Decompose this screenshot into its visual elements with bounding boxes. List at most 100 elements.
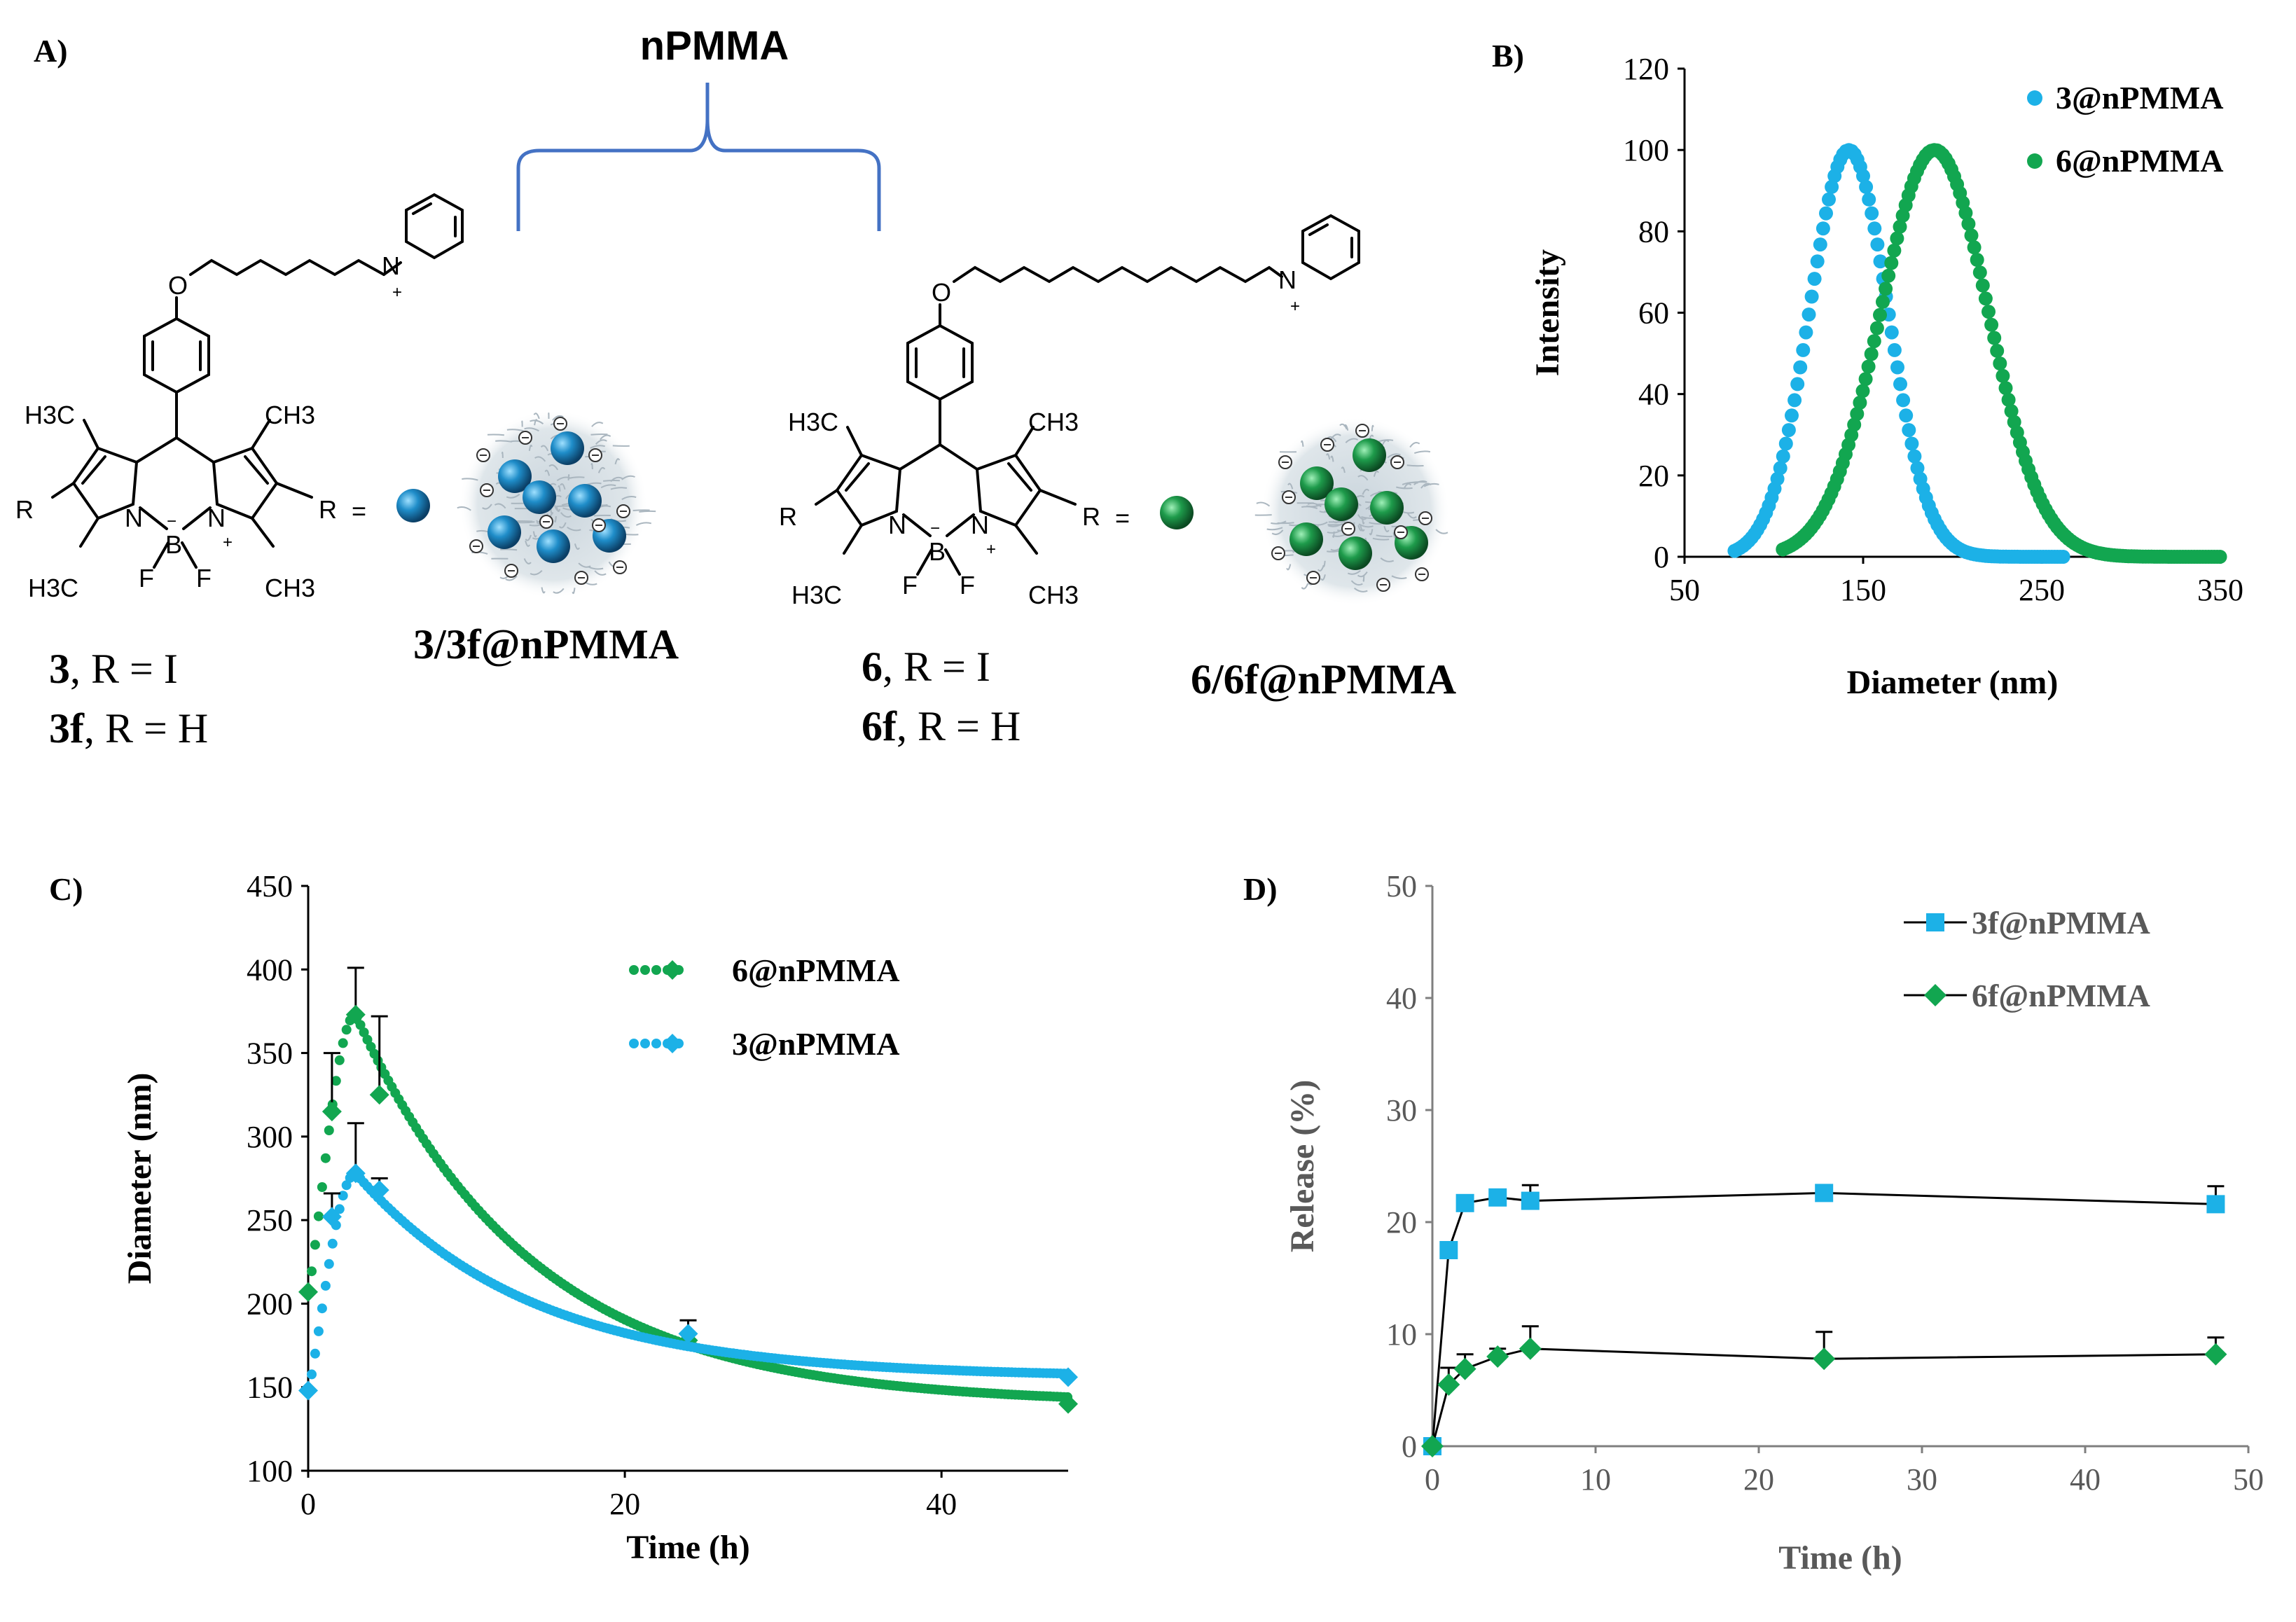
data-point (1987, 331, 2002, 345)
data-point (1982, 305, 1996, 319)
data-point (1998, 381, 2013, 396)
encapsulated-dye-green (1339, 536, 1372, 570)
data-point (2004, 404, 2019, 419)
nanoparticle-3-label: 3/3f@nPMMA (413, 621, 679, 667)
data-point (1437, 1373, 1460, 1396)
polymer-strand (590, 445, 605, 449)
x-axis-label: Time (h) (626, 1529, 749, 1566)
legend-label: 3@nPMMA (2056, 80, 2224, 116)
legend-line-dot (640, 965, 650, 975)
polymer-strand (1380, 557, 1395, 562)
polymer-strand (487, 434, 504, 436)
atom-o: O (168, 271, 188, 300)
label-h3c: H3C (25, 401, 75, 429)
encapsulated-dye-blue (498, 459, 532, 493)
trend-dot (334, 1055, 345, 1065)
compound-3-caption: 3, R = I (49, 646, 178, 692)
charge-plus: + (223, 533, 233, 552)
trend-dot (324, 1125, 334, 1135)
compound-6-caption: 6, R = I (862, 644, 990, 690)
x-tick-label: 30 (1907, 1462, 1937, 1497)
data-point (2001, 392, 2016, 407)
atom-b: B (165, 530, 182, 559)
data-point (1865, 206, 1879, 221)
trend-dot (307, 1369, 317, 1380)
polymer-strand (1372, 537, 1390, 541)
data-point (1970, 253, 1984, 267)
data-point (1815, 1184, 1834, 1202)
data-point (1893, 219, 1907, 234)
data-point (1890, 360, 1904, 375)
data-point (1822, 192, 1836, 207)
y-tick-label: 40 (1638, 377, 1669, 412)
data-point (1486, 1345, 1509, 1368)
trend-dot (359, 1027, 369, 1038)
data-point (1847, 417, 1862, 432)
polymer-strand (1350, 580, 1363, 586)
data-point (321, 1207, 342, 1227)
polymer-strand (1360, 525, 1365, 532)
data-point (321, 1102, 342, 1122)
npmma-bracket (516, 83, 881, 231)
bead-blue (396, 489, 430, 522)
label-ch3: CH3 (265, 574, 315, 602)
y-tick-label: 350 (247, 1037, 293, 1071)
y-tick-label: 80 (1638, 214, 1669, 249)
label-h3c: H3C (791, 581, 842, 609)
polymer-strand (528, 444, 533, 451)
data-point (1787, 393, 1802, 408)
y-axis-label: Release (%) (1284, 1080, 1321, 1253)
data-point (1996, 368, 2010, 383)
data-point (2213, 550, 2227, 564)
atom-f: F (960, 571, 975, 599)
data-point (2056, 550, 2070, 564)
polymer-strand (610, 487, 628, 490)
bodipy-molecule-3: N + O (15, 193, 464, 602)
polymer-strand (1413, 450, 1431, 455)
legend-marker (2027, 90, 2042, 106)
y-tick-label: 300 (247, 1120, 293, 1154)
legend-label: 3f@nPMMA (1972, 905, 2150, 941)
polymer-strand (555, 506, 560, 513)
data-point (1773, 461, 1787, 476)
polymer-strand (635, 522, 652, 526)
polymer-strand (591, 422, 604, 427)
polymer-strand (541, 587, 546, 594)
atom-n-pyridinium: N (382, 251, 400, 280)
chart-d: 0 10 20 30 40 50 0 10 20 30 40 50 Time (h) Release (%… (1243, 869, 2264, 1576)
x-tick-label: 0 (1425, 1462, 1440, 1497)
data-point (345, 1004, 366, 1025)
data-point (1807, 272, 1822, 286)
charge-plus: + (392, 283, 402, 302)
npmma-label: nPMMA (640, 23, 789, 69)
polymer-strand (1320, 574, 1326, 581)
label-r: R (779, 502, 797, 531)
encapsulated-dye-green (1325, 487, 1358, 521)
y-tick-label: 450 (247, 869, 293, 903)
data-point (1884, 256, 1899, 270)
label-h3c: H3C (28, 574, 78, 602)
panel-label: D) (1243, 871, 1278, 907)
data-point (2204, 1343, 2227, 1366)
polymer-strand (614, 458, 621, 465)
polymer-strand (1345, 438, 1359, 443)
y-tick-label: 20 (1386, 1205, 1417, 1240)
polymer-strand (1358, 523, 1374, 528)
atom-b: B (929, 537, 946, 566)
data-point (298, 1380, 318, 1401)
x-tick-label: 50 (1669, 573, 1700, 607)
legend-marker (1924, 984, 1946, 1006)
trend-dot (338, 1191, 348, 1201)
polymer-strand (560, 483, 566, 490)
polymer-strand (523, 558, 532, 564)
x-tick-label: 40 (2070, 1462, 2101, 1497)
x-axis-label: Diameter (nm) (1847, 664, 2059, 701)
data-point (1984, 317, 1999, 332)
data-point (1856, 169, 1870, 183)
atom-n: N (207, 504, 226, 532)
data-point (1867, 221, 1882, 236)
y-axis-label: Intensity (1529, 249, 1566, 376)
trend-dot (338, 1038, 348, 1048)
polymer-strand (506, 429, 524, 432)
data-point (1796, 342, 1811, 357)
